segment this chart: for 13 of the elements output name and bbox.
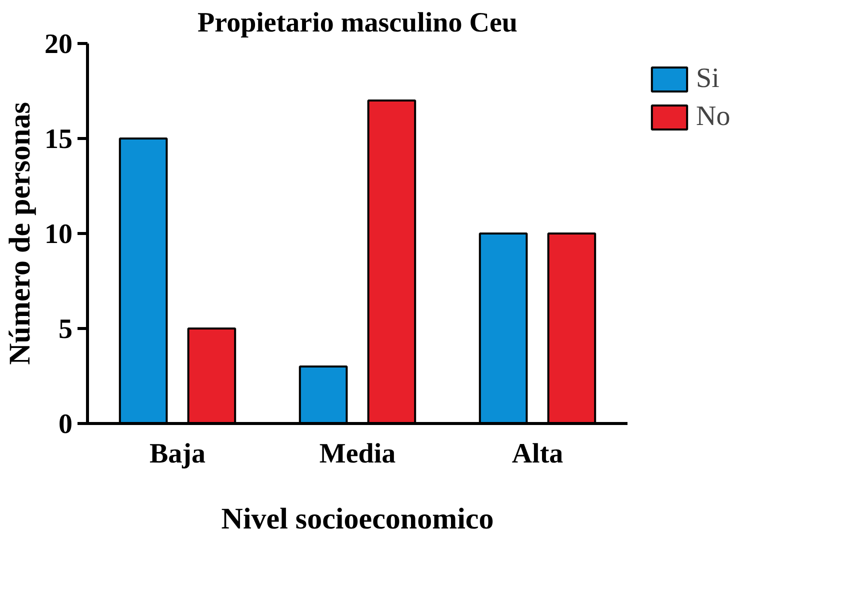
x-tick-label: Alta [512, 438, 564, 470]
y-tick-label: 5 [58, 314, 72, 345]
legend-label: No [696, 101, 730, 133]
x-tick-label: Media [319, 438, 396, 470]
y-axis-title: Número de personas [4, 102, 36, 365]
legend-label: Si [696, 63, 720, 95]
chart-title: Propietario masculino Ceu [198, 8, 518, 38]
x-axis-title: Nivel socioeconomico [221, 502, 494, 536]
y-tick-label: 0 [58, 409, 72, 440]
y-tick-label: 10 [44, 219, 72, 250]
y-tick-label: 20 [44, 29, 72, 60]
x-tick-label: Baja [150, 438, 206, 470]
y-tick-label: 15 [44, 124, 72, 155]
